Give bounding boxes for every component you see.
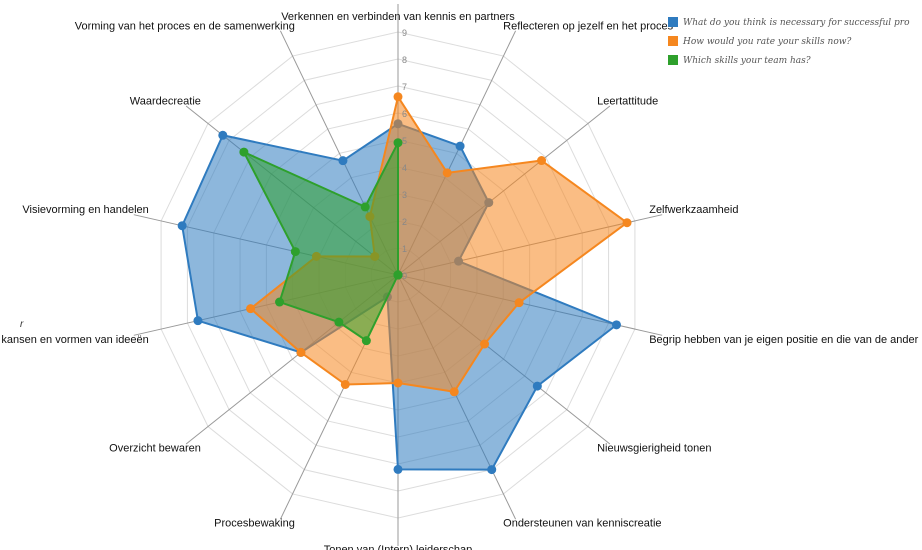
data-point[interactable] [532,381,542,391]
data-point[interactable] [360,202,370,212]
tick-labels: 0 1 2 3 4 5 6 7 8 9 [402,28,407,281]
data-point[interactable] [393,270,403,280]
data-point[interactable] [480,339,490,349]
tick-label: 0 [402,271,407,281]
data-point[interactable] [393,138,403,148]
legend-swatch [668,17,678,27]
axis-label: Reflecteren op jezelf en het proces [503,21,673,33]
axis-label: Procesbewaking [214,517,295,529]
axis-label: Begrip hebben van je eigen positie en di… [649,334,918,346]
legend: What do you think is necessary for succe… [668,17,910,66]
tick-label: 9 [402,28,407,38]
data-point[interactable] [218,130,228,140]
axis-label: Vorming van het proces en de samenwerkin… [75,21,295,33]
legend-swatch [668,36,678,46]
axis-label: Tonen van (Intern) leiderschap [324,544,473,550]
data-point[interactable] [334,317,344,327]
tick-label: 3 [402,190,407,200]
data-point[interactable] [455,141,465,151]
data-point[interactable] [442,168,452,178]
axis-label: van kansen en vormen van ideeën [0,334,149,346]
series-layer [177,92,632,475]
data-point[interactable] [393,92,403,102]
data-point[interactable] [193,316,203,326]
data-point[interactable] [487,465,497,475]
axis-labels: Verkennen en verbinden van kennis en par… [0,11,919,550]
data-point[interactable] [275,297,285,307]
tick-label: 2 [402,217,407,227]
data-point[interactable] [393,464,403,474]
tick-label: 5 [402,136,407,146]
tick-label: 4 [402,163,407,173]
data-point[interactable] [622,218,632,228]
tick-label: 8 [402,55,407,65]
legend-label[interactable]: Which skills your team has? [683,56,811,66]
data-point[interactable] [514,298,524,308]
data-point[interactable] [290,247,300,257]
tick-label: 6 [402,109,407,119]
data-point[interactable] [338,156,348,166]
tick-label: 1 [402,244,407,254]
data-point[interactable] [296,347,306,357]
data-point[interactable] [393,378,403,388]
legend-swatch [668,55,678,65]
axis-label: Ondersteunen van kenniscreatie [503,517,661,529]
axis-label: Leertattitude [597,96,658,108]
data-point[interactable] [340,379,350,389]
data-point[interactable] [611,320,621,330]
axis-label: Zelfwerkzaamheid [649,204,738,216]
axis-label: Visievorming en handelen [22,204,148,216]
legend-label[interactable]: What do you think is necessary for succe… [683,18,910,28]
legend-label[interactable]: How would you rate your skills now? [682,37,851,47]
data-point[interactable] [361,336,371,346]
data-point[interactable] [449,387,459,397]
axis-label: Overzicht bewaren [109,442,201,454]
data-point[interactable] [177,221,187,231]
data-point[interactable] [537,156,547,166]
data-point[interactable] [239,147,249,157]
series-3 [239,138,403,346]
axis-label: Nieuwsgierigheid tonen [597,442,711,454]
stray-label: r [20,319,24,330]
axis-label: Verkennen en verbinden van kennis en par… [281,11,515,23]
tick-label: 7 [402,82,407,92]
data-point[interactable] [246,304,256,314]
axis-label: Waardecreatie [130,96,201,108]
